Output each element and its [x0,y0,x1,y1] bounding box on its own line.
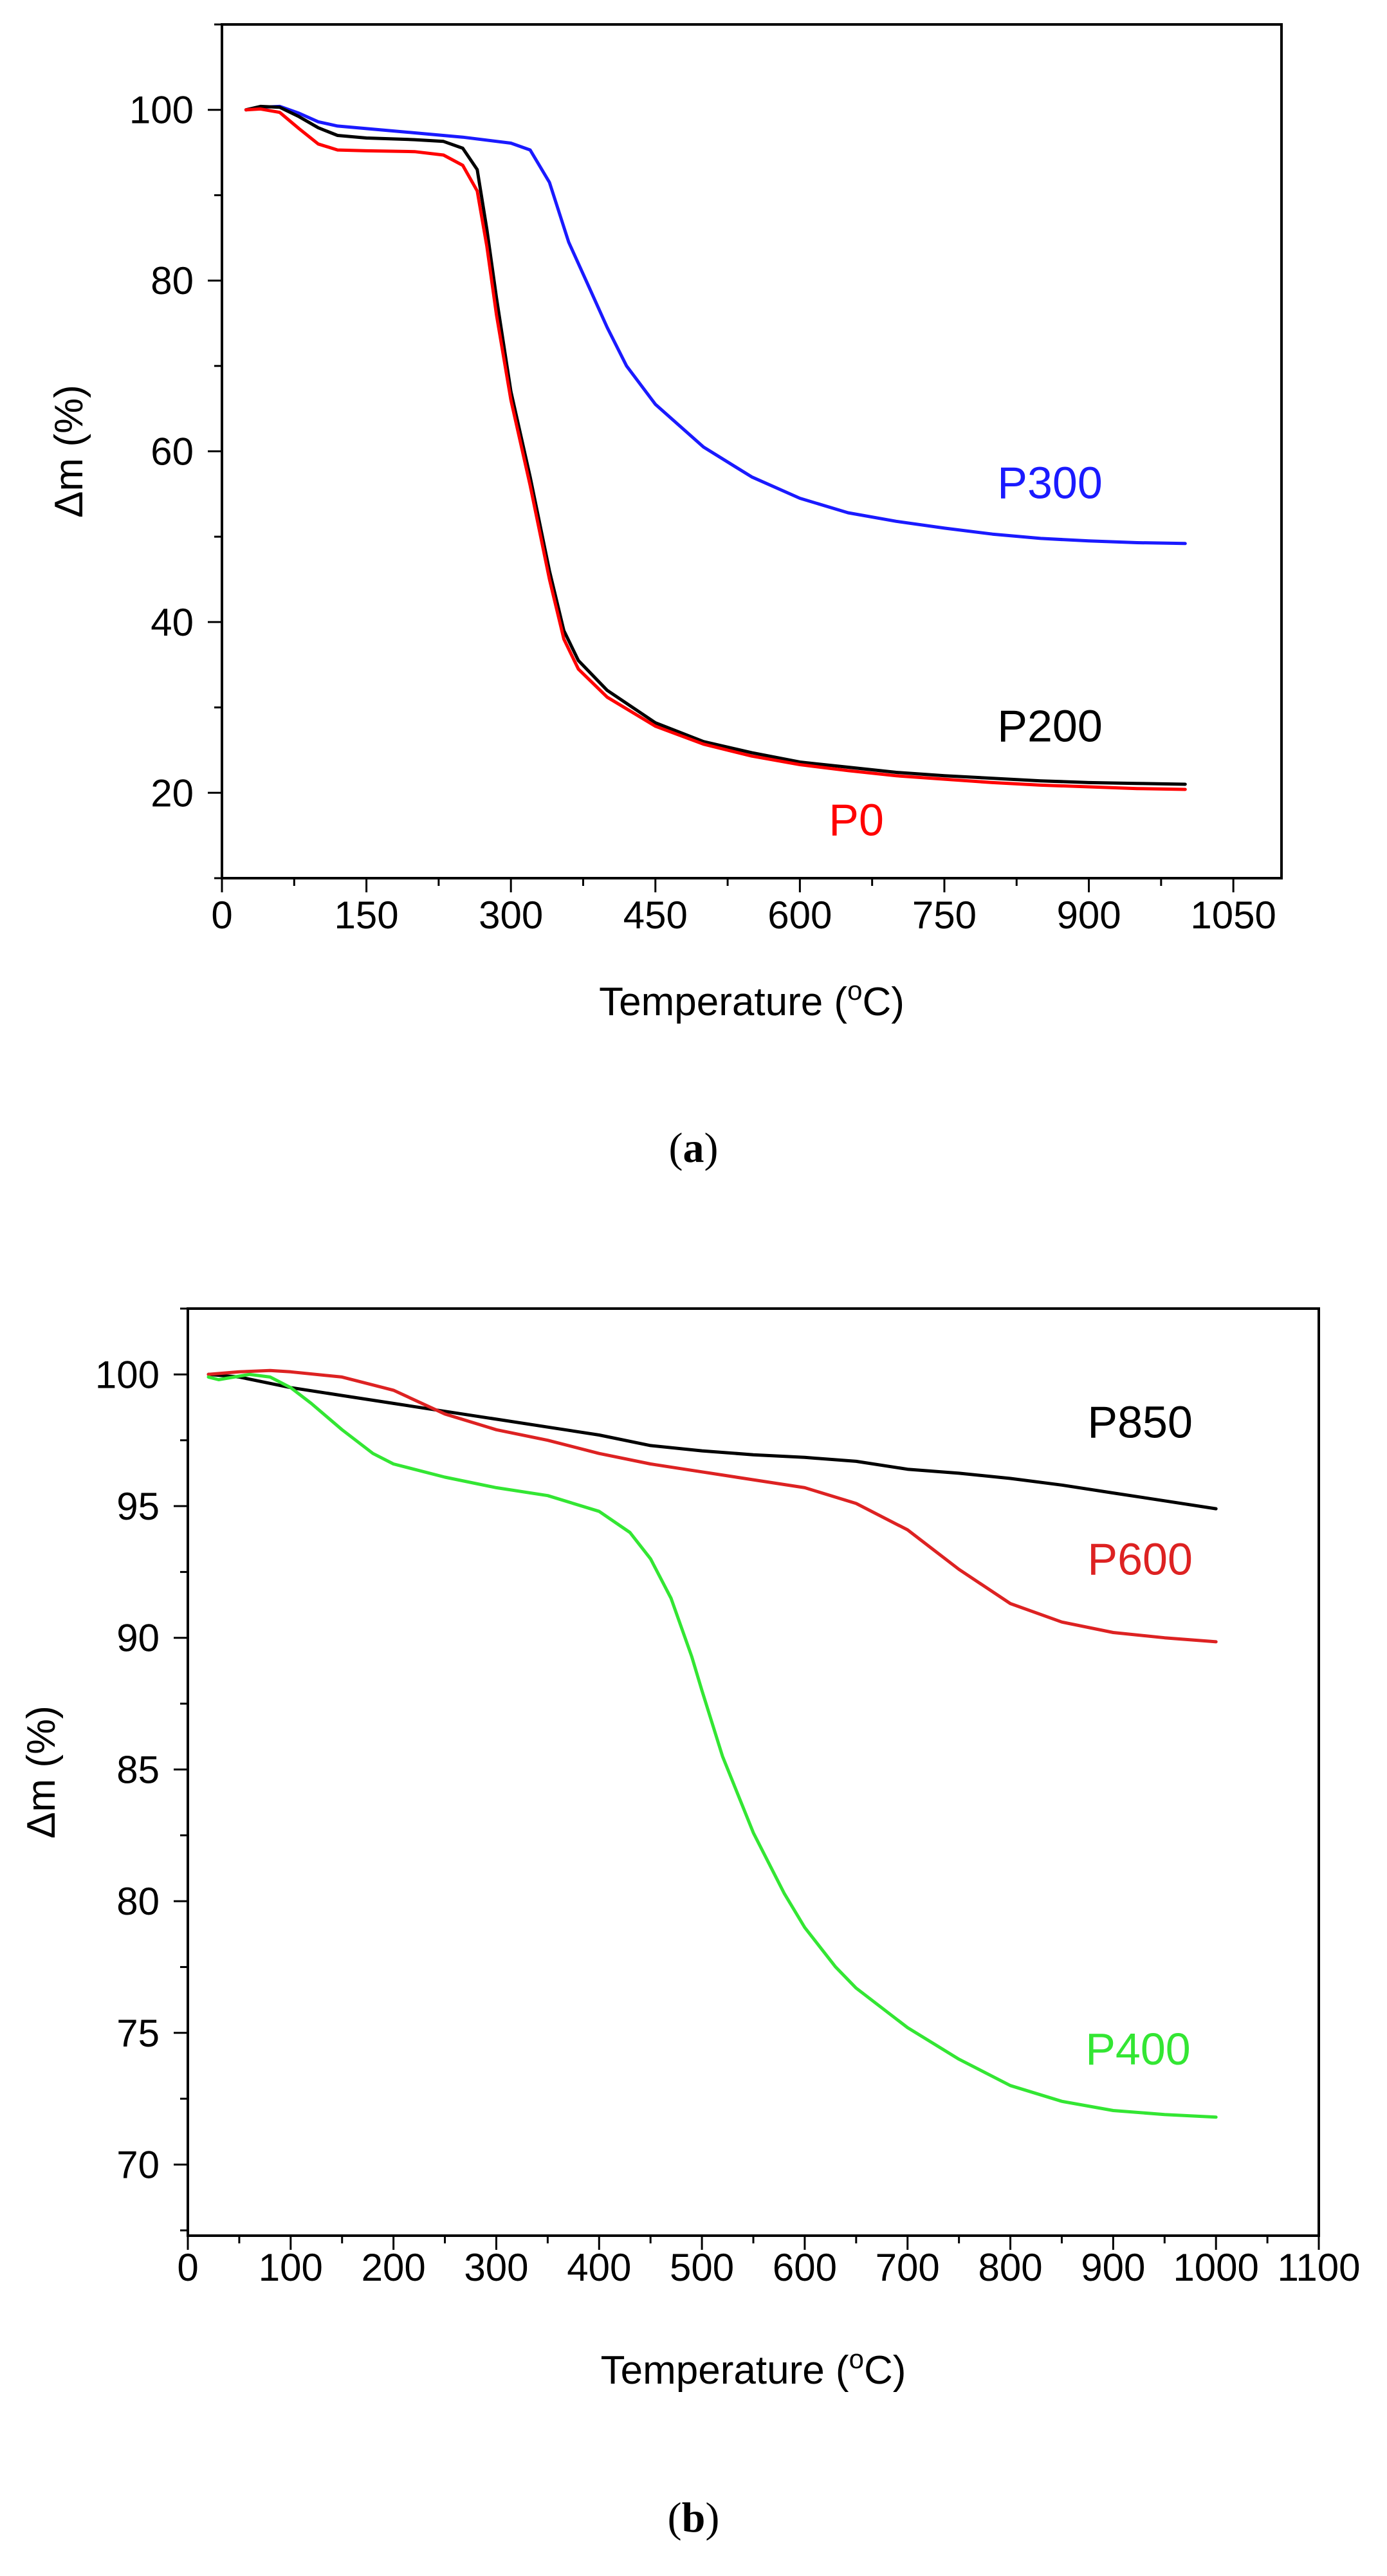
panel-b-series-label-p400: P400 [1085,2024,1190,2074]
panel-b-x-tick-label: 1100 [1277,2246,1360,2289]
panel-b-x-tick-label: 0 [177,2246,198,2289]
panel-a-x-tick-label: 600 [767,894,832,937]
panel-b-x-axis-title-degree: o [849,2344,864,2374]
panel-a-caption-close: ) [704,1125,719,1172]
panel-b-chart: 0 100 200 300 400 500 600 700 800 900 1000 1100 70 75… [19,1307,1361,2541]
panel-b-y-tick-label: 70 [116,2143,160,2186]
panel-b-x-tick-label: 400 [567,2246,631,2289]
panel-b-x-tick-label: 300 [464,2246,528,2289]
panel-a-y-tick-label: 40 [151,601,194,644]
panel-b-series-label-p850: P850 [1087,1397,1192,1448]
panel-a-x-axis-title-main: Temperature ( [599,980,847,1024]
panel-b-x-axis-title-unit: C) [864,2348,906,2393]
panel-a-x-tick-label: 1050 [1190,894,1276,937]
panel-a-x-tick-label: 300 [479,894,543,937]
panel-a-x-axis-title-unit: C) [862,980,904,1024]
panel-b-x-axis-title-main: Temperature ( [601,2348,849,2393]
panel-b-x-tick-label: 900 [1081,2246,1145,2289]
panel-a-series-line-p200 [244,104,1187,786]
panel-b-series-label-p600: P600 [1087,1534,1192,1584]
panel-a-y-tick-label: 100 [129,89,194,132]
panel-b-x-axis-title: Temperature (oC) [601,2344,906,2393]
panel-a-y-tick-label: 80 [151,259,194,302]
panel-a-x-axis-title-degree: o [847,975,862,1006]
panel-b-x-tick-label: 800 [978,2246,1042,2289]
panel-b-series-line-p600 [207,1368,1218,1644]
panel-b-y-tick-label: 95 [116,1485,160,1528]
panel-a-chart: 0 150 300 450 600 750 900 1050 20 40 60 80 100 Temper… [47,23,1283,1172]
panel-b-series-line-p850 [207,1372,1218,1511]
panel-a-caption-open: ( [669,1125,683,1172]
panel-b-y-tick-label: 100 [95,1353,160,1396]
panel-b-x-tick-label: 100 [259,2246,323,2289]
panel-b-series-line-p400 [207,1372,1218,2119]
panel-a-y-tick-label: 20 [151,771,194,814]
panel-a-y-tick-label: 60 [151,430,194,474]
panel-b-x-tick-label: 700 [876,2246,940,2289]
panel-b-y-tick-label: 75 [116,2012,160,2055]
panel-b-y-tick-label: 80 [116,1880,160,1923]
panel-a-x-axis-title: Temperature (oC) [599,975,905,1024]
panel-a-caption: (a) [669,1125,719,1172]
panel-b-caption-close: ) [705,2494,719,2541]
panel-b-caption-open: ( [668,2494,682,2541]
panel-b-caption-letter: b [682,2494,706,2541]
panel-b-x-tick-label: 500 [670,2246,734,2289]
panel-b-y-tick-label: 85 [116,1748,160,1791]
panel-b-caption: (b) [668,2494,720,2541]
panel-a-x-tick-label: 900 [1056,894,1121,937]
panel-a-series-label-p300: P300 [997,457,1102,508]
panel-a-x-tick-label: 150 [335,894,399,937]
panel-b-x-tick-label: 600 [773,2246,837,2289]
panel-b-x-tick-label: 1000 [1173,2246,1258,2289]
panel-a-series-label-p200: P200 [997,701,1102,751]
panel-a-series-line-p0 [244,107,1187,791]
panel-a-y-axis-title: Δm (%) [47,385,91,518]
panel-b-x-tick-label: 200 [362,2246,426,2289]
panel-b-y-tick-label: 90 [116,1617,160,1660]
panel-a-x-tick-label: 0 [211,894,232,937]
panel-a-x-tick-label: 750 [912,894,977,937]
panel-a-caption-letter: a [683,1125,704,1172]
panel-a-series-label-p0: P0 [829,795,884,845]
panel-a-series-line-p300 [244,104,1187,546]
panel-b-y-axis-title: Δm (%) [19,1706,64,1839]
panel-a-x-tick-label: 450 [623,894,688,937]
